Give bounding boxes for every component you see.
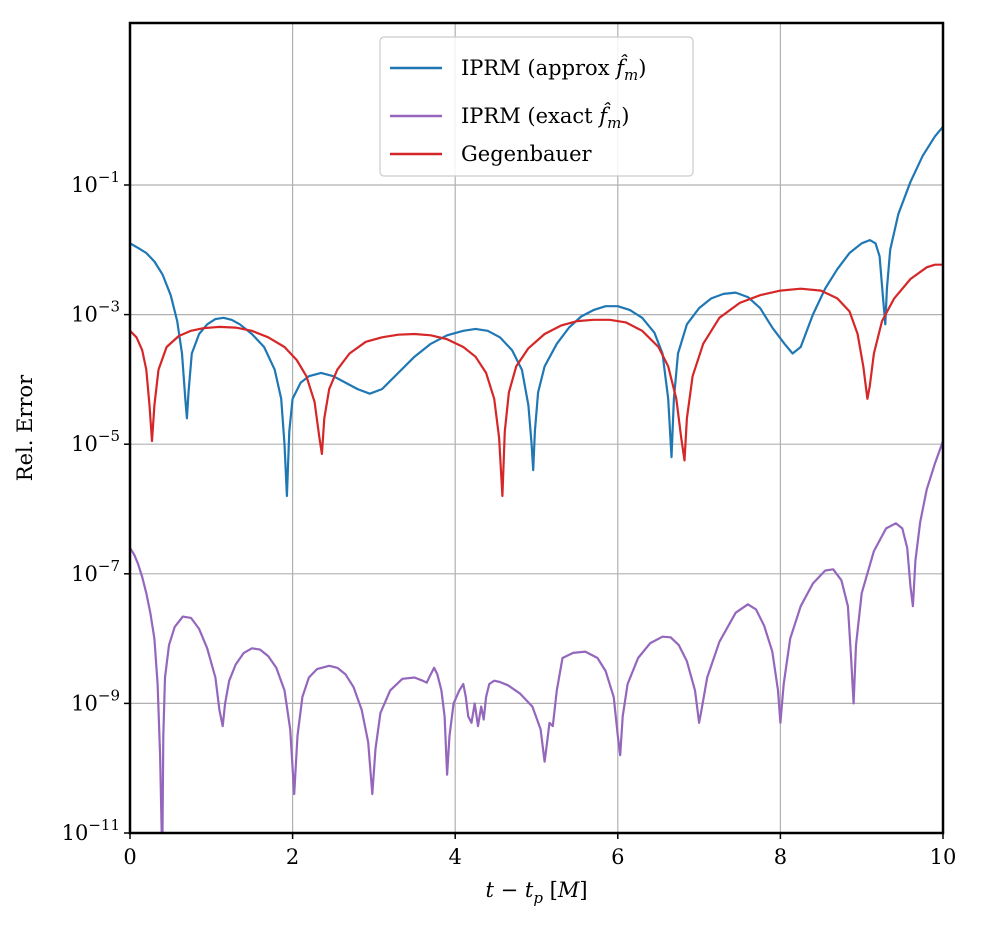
legend-label-1: IPRM (approx f̂m) <box>461 55 646 84</box>
series-line-1 <box>130 125 943 498</box>
legend-label-3: Gegenbauer <box>461 142 593 166</box>
y-tick-label: 10−11 <box>62 816 120 845</box>
legend-box <box>379 36 694 177</box>
axis-ticks: 0 2 4 6 8 10 10−11 10−9 10−7 10−5 10−3 10−1 <box>62 168 957 869</box>
series-line-2 <box>130 440 943 833</box>
series-curves <box>130 125 943 833</box>
x-tick-label: 10 <box>930 845 957 869</box>
y-tick-label: 10−7 <box>71 557 120 586</box>
x-tick-label: 8 <box>774 845 787 869</box>
y-tick-label: 10−3 <box>71 298 120 327</box>
y-tick-label: 10−5 <box>71 427 120 456</box>
x-axis-label: t − tp [M] <box>485 878 587 907</box>
x-tick-label: 6 <box>611 845 624 869</box>
x-axis-label-sub: p <box>533 889 543 907</box>
plot-frame <box>128 21 945 835</box>
x-tick-label: 4 <box>449 845 462 869</box>
y-tick-label: 10−9 <box>71 686 120 715</box>
legend: IPRM (approx f̂m) IPRM (exact f̂m) Gegenba… <box>379 36 694 177</box>
legend-label-2: IPRM (exact f̂m) <box>461 103 630 132</box>
y-axis-label: Rel. Error <box>13 374 37 481</box>
y-tick-label: 10−1 <box>71 168 120 197</box>
x-tick-label: 0 <box>123 845 136 869</box>
series-line-3 <box>130 263 943 498</box>
x-tick-label: 2 <box>286 845 299 869</box>
